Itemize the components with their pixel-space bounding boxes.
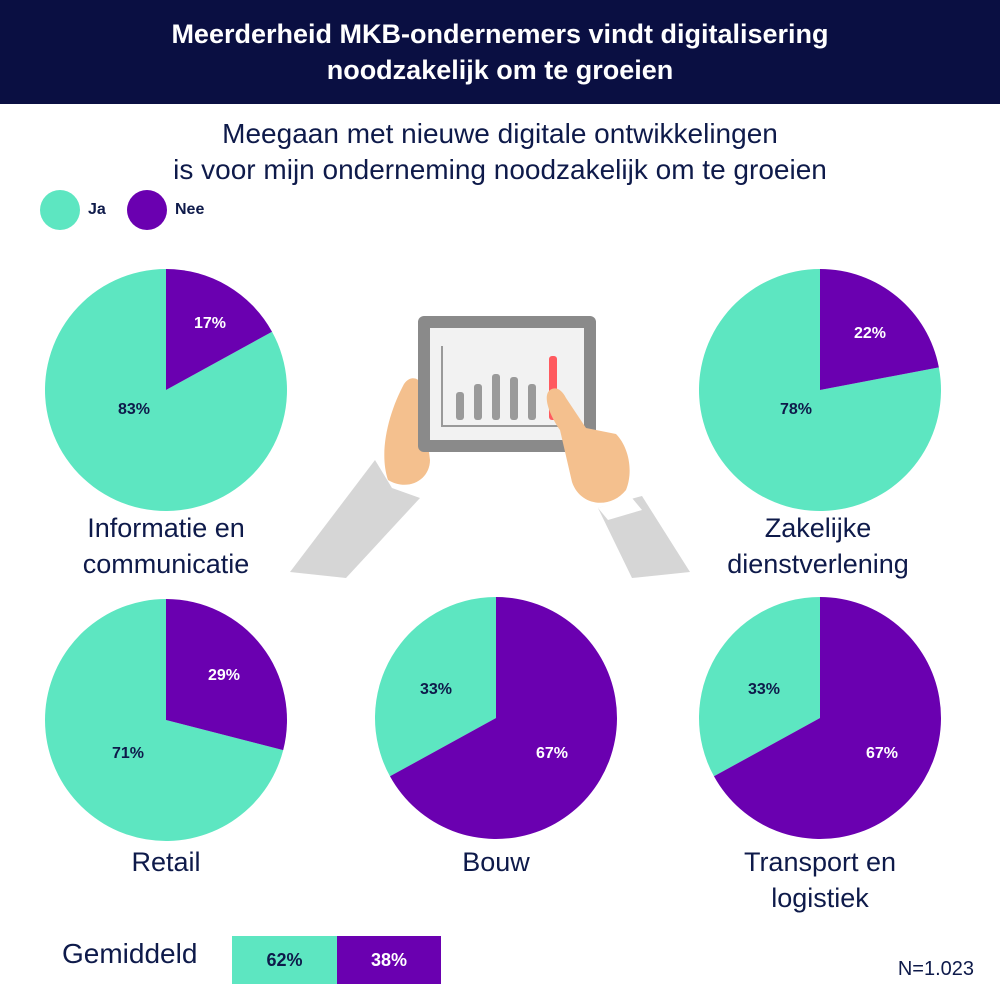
category-label-line: Bouw xyxy=(462,847,530,877)
pie-slice-ja xyxy=(44,599,284,841)
pie-label-nee: 67% xyxy=(866,745,898,762)
pie-slice-nee xyxy=(389,597,617,839)
tablet-bar xyxy=(510,377,518,420)
pie-bouw: 33% 67% xyxy=(375,597,617,839)
tablet-bar xyxy=(528,384,536,420)
tablet-bar xyxy=(456,392,464,420)
pie-label-nee: 17% xyxy=(194,315,226,332)
right-hand-shape xyxy=(546,388,630,503)
pie-slice-nee xyxy=(166,599,287,751)
legend-nee: Nee xyxy=(127,190,204,230)
subtitle-line1: Meegaan met nieuwe digitale ontwikkeling… xyxy=(222,118,778,149)
pie-retail: 71% 29% xyxy=(44,599,287,841)
right-cuff-shape xyxy=(598,498,642,520)
tablet-bar xyxy=(492,374,500,420)
right-sleeve-shape xyxy=(598,496,690,578)
pie-slice-ja xyxy=(699,597,820,777)
category-label-line: logistiek xyxy=(771,883,869,913)
category-label-line: dienstverlening xyxy=(727,549,909,579)
pie-label-nee: 22% xyxy=(854,325,886,342)
left-sleeve-shape xyxy=(290,460,420,578)
legend-ja-swatch xyxy=(40,190,80,230)
chart-subtitle: Meegaan met nieuwe digitale ontwikkeling… xyxy=(0,116,1000,188)
pie-label-ja: 33% xyxy=(420,681,452,698)
pie-label-ja: 71% xyxy=(112,745,144,762)
pie-label-nee: 29% xyxy=(208,667,240,684)
header-title-line1: Meerderheid MKB-ondernemers vindt digita… xyxy=(171,19,829,49)
average-label: Gemiddeld xyxy=(62,938,198,969)
header-title-line2: noodzakelijk om te groeien xyxy=(326,55,674,85)
tablet-bar xyxy=(474,384,482,420)
pie-label-ja: 33% xyxy=(748,681,780,698)
pie-slice-nee xyxy=(713,597,941,839)
average-bar-ja: 62% xyxy=(232,936,337,984)
category-label-retail: Retail xyxy=(16,844,316,880)
pie-label-ja: 78% xyxy=(780,401,812,418)
category-label-transport: Transport en logistiek xyxy=(670,844,970,916)
legend-nee-label: Nee xyxy=(175,201,205,218)
pie-informatie-communicatie: 83% 17% xyxy=(45,269,287,511)
pie-label-nee: 67% xyxy=(536,745,568,762)
category-label-informatie: Informatie en communicatie xyxy=(16,510,316,582)
legend-ja: Ja xyxy=(40,190,106,230)
pie-slice-nee xyxy=(820,269,939,390)
sample-size: N=1.023 xyxy=(897,958,974,980)
legend-nee-swatch xyxy=(127,190,167,230)
header-banner: Meerderheid MKB-ondernemers vindt digita… xyxy=(0,0,1000,104)
pie-slice-nee xyxy=(166,269,273,390)
category-label-line: Informatie en xyxy=(87,513,245,543)
category-label-line: Retail xyxy=(131,847,201,877)
category-label-line: Transport en xyxy=(743,847,897,877)
category-label-zakelijk: Zakelijke dienstverlening xyxy=(668,510,968,582)
pie-transport-logistiek: 33% 67% xyxy=(699,597,941,839)
legend-ja-label: Ja xyxy=(88,201,106,218)
tablet-illustration xyxy=(290,316,690,578)
subtitle-line2: is voor mijn onderneming noodzakelijk om… xyxy=(173,154,827,185)
pie-zakelijke-dienstverlening: 78% 22% xyxy=(699,269,941,511)
category-label-bouw: Bouw xyxy=(346,844,646,880)
category-label-line: Zakelijke xyxy=(764,513,872,543)
tablet-chart-axes xyxy=(441,346,562,427)
pie-slice-ja xyxy=(375,597,496,777)
category-label-line: communicatie xyxy=(82,549,250,579)
pie-label-ja: 83% xyxy=(118,401,150,418)
average-bar-nee: 38% xyxy=(337,936,441,984)
